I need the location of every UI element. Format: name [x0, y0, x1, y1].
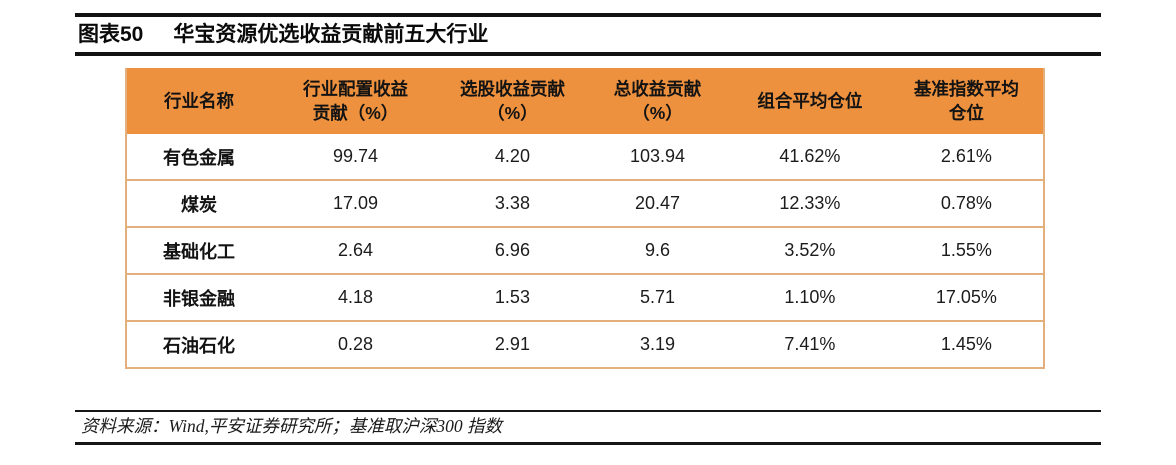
cell-value: 6.96: [439, 227, 585, 275]
table-header-row: 行业名称 行业配置收益 贡献（%） 选股收益贡献 （%） 总收益贡献 （%） 组…: [126, 68, 1044, 134]
cell-value: 99.74: [271, 134, 440, 181]
figure-title-line: 图表50 华宝资源优选收益贡献前五大行业: [78, 21, 1101, 48]
cell-industry: 非银金融: [126, 274, 272, 322]
cell-value: 12.33%: [730, 180, 890, 228]
table-row: 石油石化 0.28 2.91 3.19 7.41% 1.45%: [126, 321, 1044, 368]
cell-value: 17.09: [271, 180, 440, 228]
source-footer-bar: 资料来源：Wind,平安证券研究所；基准取沪深300 指数: [75, 410, 1101, 445]
header-industry-name: 行业名称: [126, 68, 272, 134]
cell-industry: 煤炭: [126, 180, 272, 228]
cell-value: 2.64: [271, 227, 440, 275]
industry-contribution-table-wrap: 行业名称 行业配置收益 贡献（%） 选股收益贡献 （%） 总收益贡献 （%） 组…: [125, 68, 1045, 369]
table-row: 有色金属 99.74 4.20 103.94 41.62% 2.61%: [126, 134, 1044, 181]
cell-industry: 基础化工: [126, 227, 272, 275]
cell-value: 3.38: [439, 180, 585, 228]
cell-value: 1.55%: [889, 227, 1044, 275]
cell-value: 2.61%: [889, 134, 1044, 181]
table-row: 煤炭 17.09 3.38 20.47 12.33% 0.78%: [126, 180, 1044, 228]
figure-title-text: 华宝资源优选收益贡献前五大行业: [173, 23, 489, 46]
cell-value: 0.78%: [889, 180, 1044, 228]
cell-value: 20.47: [584, 180, 730, 228]
cell-value: 7.41%: [730, 321, 890, 368]
header-allocation-contribution: 行业配置收益 贡献（%）: [271, 68, 440, 134]
header-portfolio-avg-position: 组合平均仓位: [730, 68, 890, 134]
cell-value: 4.20: [439, 134, 585, 181]
figure-number-label: 图表50: [78, 23, 144, 46]
source-text: 资料来源：Wind,平安证券研究所；基准取沪深300 指数: [81, 416, 502, 436]
industry-contribution-table: 行业名称 行业配置收益 贡献（%） 选股收益贡献 （%） 总收益贡献 （%） 组…: [125, 68, 1045, 369]
header-stock-selection-contribution: 选股收益贡献 （%）: [439, 68, 585, 134]
table-row: 基础化工 2.64 6.96 9.6 3.52% 1.55%: [126, 227, 1044, 275]
cell-value: 4.18: [271, 274, 440, 322]
cell-value: 5.71: [584, 274, 730, 322]
cell-value: 2.91: [439, 321, 585, 368]
cell-value: 1.10%: [730, 274, 890, 322]
cell-value: 3.52%: [730, 227, 890, 275]
cell-value: 1.45%: [889, 321, 1044, 368]
figure-title-bar: 图表50 华宝资源优选收益贡献前五大行业: [75, 13, 1101, 56]
cell-industry: 有色金属: [126, 134, 272, 181]
cell-value: 0.28: [271, 321, 440, 368]
cell-value: 17.05%: [889, 274, 1044, 322]
table-row: 非银金融 4.18 1.53 5.71 1.10% 17.05%: [126, 274, 1044, 322]
header-benchmark-avg-position: 基准指数平均 仓位: [889, 68, 1044, 134]
cell-value: 41.62%: [730, 134, 890, 181]
header-total-contribution: 总收益贡献 （%）: [584, 68, 730, 134]
cell-value: 103.94: [584, 134, 730, 181]
cell-industry: 石油石化: [126, 321, 272, 368]
cell-value: 3.19: [584, 321, 730, 368]
cell-value: 1.53: [439, 274, 585, 322]
cell-value: 9.6: [584, 227, 730, 275]
